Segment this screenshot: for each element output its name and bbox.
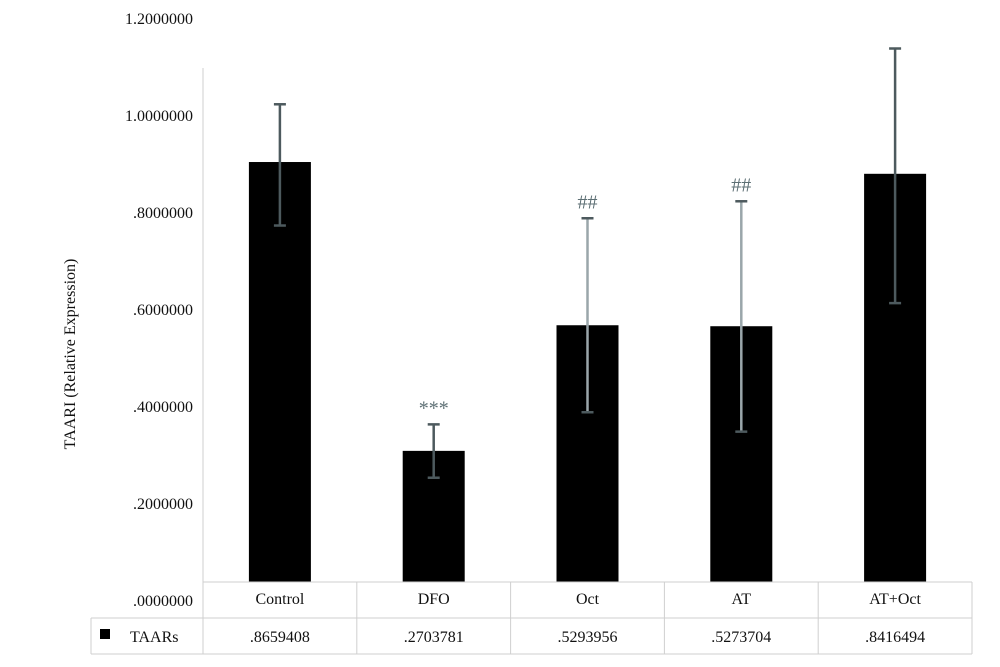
y-tick-label: .6000000 <box>133 302 193 319</box>
significance-annotation: ## <box>578 191 598 213</box>
y-tick-label: 1.0000000 <box>125 108 193 125</box>
category-label: AT+Oct <box>869 591 921 608</box>
y-tick-label: .0000000 <box>133 593 193 610</box>
category-label: Control <box>255 591 304 608</box>
data-table: Control .8659408 DFO .2703781 Oct .5293956 AT.… <box>90 581 973 655</box>
legend-label: TAARs <box>130 629 179 646</box>
category-label: AT <box>732 591 752 608</box>
value-label: .8416494 <box>865 629 925 646</box>
y-tick-label: .8000000 <box>133 205 193 222</box>
category-label: Oct <box>576 591 600 608</box>
error-bars <box>273 47 902 479</box>
legend-swatch <box>100 629 110 639</box>
value-label: .8659408 <box>250 629 310 646</box>
significance-annotation: *** <box>419 397 449 419</box>
y-axis-title: TAARI (Relative Expression) <box>62 259 79 450</box>
value-label: .5293956 <box>558 629 618 646</box>
value-label: .2703781 <box>404 629 464 646</box>
y-tick-label: .2000000 <box>133 496 193 513</box>
significance-annotation: ## <box>731 174 751 196</box>
y-tick-label: .4000000 <box>133 399 193 416</box>
value-label: .5273704 <box>711 629 771 646</box>
y-axis-ticks: .0000000 .2000000 .4000000 .6000000 .8000000… <box>125 11 193 610</box>
y-tick-label: 1.2000000 <box>125 11 193 28</box>
category-label: DFO <box>418 591 450 608</box>
annotations: *** ## ## <box>419 174 752 419</box>
bar-control <box>248 162 311 582</box>
